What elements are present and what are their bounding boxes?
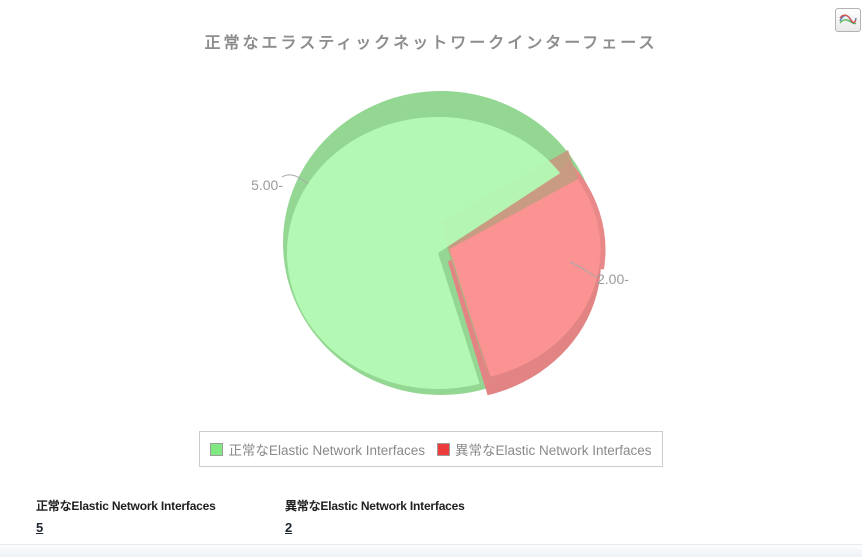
chart-title: 正常なエラスティックネットワークインターフェース bbox=[204, 33, 658, 52]
callout-abnormal-value: 2.00- bbox=[597, 271, 629, 287]
chart-type-button[interactable] bbox=[835, 8, 861, 32]
legend: 正常なElastic Network Interfaces 異常なElastic… bbox=[0, 431, 862, 467]
stat-label: 正常なElastic Network Interfaces bbox=[36, 499, 216, 513]
leader-line-red bbox=[569, 261, 598, 279]
legend-swatch-red-icon bbox=[437, 442, 450, 456]
legend-label: 正常なElastic Network Interfaces bbox=[228, 443, 425, 458]
legend-item-healthy[interactable]: 正常なElastic Network Interfaces bbox=[210, 439, 425, 459]
callout-healthy-value: 5.00- bbox=[251, 177, 283, 193]
legend-box: 正常なElastic Network Interfaces 異常なElastic… bbox=[199, 431, 663, 467]
stat-healthy-count-link[interactable]: 5 bbox=[36, 520, 44, 535]
stat-abnormal: 異常なElastic Network Interfaces 2 bbox=[285, 497, 465, 537]
legend-label: 異常なElastic Network Interfaces bbox=[455, 443, 652, 458]
line-chart-icon bbox=[839, 12, 857, 29]
stat-healthy: 正常なElastic Network Interfaces 5 bbox=[36, 497, 216, 537]
legend-item-abnormal[interactable]: 異常なElastic Network Interfaces bbox=[437, 439, 652, 459]
stat-abnormal-count-link[interactable]: 2 bbox=[285, 520, 293, 535]
legend-swatch-green-icon bbox=[210, 442, 224, 456]
pie-slice-healthy[interactable] bbox=[286, 116, 561, 389]
pie-slice-abnormal[interactable] bbox=[448, 165, 601, 377]
leader-line-green bbox=[281, 174, 309, 185]
stat-label: 異常なElastic Network Interfaces bbox=[285, 499, 465, 513]
pie-wall-olive bbox=[441, 222, 490, 381]
bottom-panel-edge bbox=[0, 544, 862, 557]
